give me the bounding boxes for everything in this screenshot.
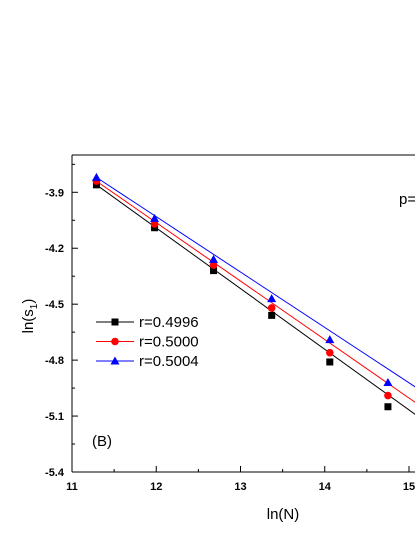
data-point-circle: [150, 220, 159, 228]
y-tick-label: -5.1: [45, 411, 64, 423]
data-point-triangle: [325, 335, 335, 344]
ticks: 11 12 13 14 15 -3.9 -4.2 -4.5 -4.8 -5.1 -5.4: [45, 163, 415, 493]
fit-line: [96, 176, 415, 388]
legend-label: r=0.5004: [139, 353, 199, 370]
data-point-triangle: [150, 213, 160, 222]
data-point-square: [268, 311, 276, 319]
fit-line: [96, 184, 415, 415]
fit-line: [96, 180, 415, 403]
axes: [71, 154, 415, 473]
data-point-circle: [384, 391, 392, 400]
legend: r=0.4996 r=0.5000 r=0.5004: [96, 314, 199, 370]
y-tick-label: -4.8: [45, 355, 64, 367]
fit-lines: [96, 176, 415, 415]
y-tick-label: -4.2: [45, 243, 64, 255]
legend-marker-square: [111, 318, 119, 326]
y-axis-label: ln(s1): [20, 299, 40, 334]
x-axis-label: ln(N): [267, 506, 300, 523]
data-point-circle: [326, 348, 334, 357]
x-tick-label: 15: [403, 481, 415, 493]
y-axis-label-main: ln(s: [20, 309, 37, 333]
y-tick-label: -5.4: [45, 467, 65, 479]
legend-label: r=0.5000: [139, 334, 199, 351]
top-right-annotation: p=: [399, 191, 415, 208]
y-tick-label: -3.9: [45, 187, 64, 199]
y-tick-label: -4.5: [45, 299, 64, 311]
data-point-square: [326, 358, 334, 366]
data-point-square: [210, 267, 218, 275]
y-axis-label-close: ): [20, 299, 37, 304]
data-point-triangle: [267, 294, 277, 303]
data-point-triangle: [383, 377, 393, 386]
legend-marker-triangle: [110, 356, 120, 365]
y-axis-label-subscript: 1: [29, 303, 40, 309]
x-tick-label: 11: [66, 481, 78, 493]
legend-label: r=0.4996: [139, 314, 199, 331]
x-tick-label: 14: [319, 481, 332, 493]
panel-label: (B): [92, 433, 112, 450]
data-point-circle: [267, 304, 276, 312]
data-point-triangle: [91, 172, 101, 181]
legend-marker-circle: [111, 337, 119, 346]
data-markers: [91, 172, 393, 411]
data-point-circle: [209, 261, 218, 269]
x-tick-label: 12: [150, 481, 162, 493]
data-point-square: [384, 403, 392, 411]
data-point-triangle: [209, 254, 219, 263]
x-tick-label: 13: [234, 481, 246, 493]
